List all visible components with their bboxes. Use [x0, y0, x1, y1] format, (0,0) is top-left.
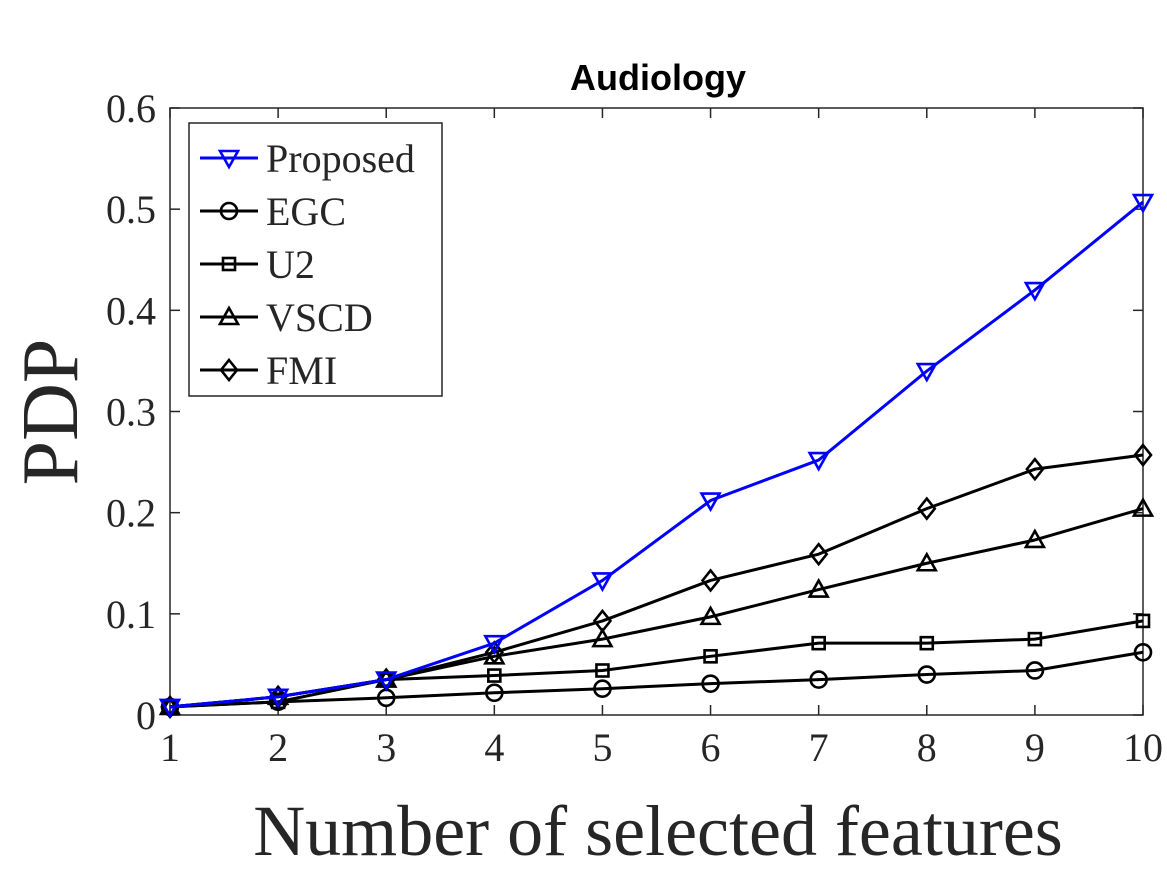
x-tick-label: 7	[809, 725, 829, 770]
x-axis: 1 2 3 4 5 6 7 8 9 10	[160, 108, 1163, 770]
data-point-fmi	[917, 496, 937, 521]
series-line-proposed	[169, 200, 1144, 709]
data-point-proposed	[591, 572, 614, 593]
data-point-egc	[593, 679, 612, 698]
legend-entry-egc: EGC	[200, 189, 346, 234]
data-point-proposed	[1023, 281, 1047, 302]
legend-marker	[221, 256, 237, 272]
data-point-egc	[485, 683, 504, 703]
legend-entry-vscd: VSCD	[200, 295, 373, 340]
legend-entry-fmi: FMI	[200, 348, 337, 393]
data-point-egc	[1133, 642, 1153, 662]
y-tick-label: 0.2	[106, 491, 156, 536]
y-tick-label: 0	[136, 693, 156, 738]
data-point-proposed	[374, 671, 398, 692]
x-tick-label: 3	[376, 725, 396, 770]
x-tick-label: 9	[1025, 725, 1045, 770]
data-point-proposed	[158, 698, 182, 719]
data-point-u2	[811, 635, 826, 651]
series-line-egc	[169, 650, 1144, 709]
data-point-egc	[268, 692, 288, 712]
data-point-u2	[1135, 613, 1151, 629]
y-axis: 0 0.1 0.2 0.3 0.4 0.5 0.6	[106, 86, 1143, 738]
y-axis-label: PDP	[7, 339, 95, 486]
data-point-egc	[1025, 661, 1045, 680]
data-point-u2	[919, 635, 935, 651]
data-point-vscd	[915, 551, 939, 572]
x-tick-label: 6	[701, 725, 721, 770]
legend-marker	[217, 149, 241, 170]
legend-marker	[217, 305, 241, 326]
legend-label: Proposed	[266, 136, 415, 181]
x-tick-label: 1	[160, 725, 180, 770]
data-point-u2	[1027, 631, 1043, 647]
data-point-vscd	[699, 605, 722, 626]
legend-marker	[219, 357, 239, 383]
x-tick-label: 2	[268, 725, 288, 770]
legend-label: EGC	[266, 189, 346, 234]
data-point-u2	[595, 663, 610, 678]
legend: Proposed EGC U2 VSCD FMI	[188, 122, 443, 397]
legend-entry-u2: U2	[200, 242, 315, 287]
series-proposed	[158, 193, 1155, 719]
x-tick-label: 4	[484, 725, 504, 770]
data-point-vscd	[591, 627, 614, 648]
x-axis-label: Number of selected features	[253, 791, 1063, 871]
data-point-proposed	[483, 634, 506, 655]
data-point-proposed	[699, 492, 722, 513]
y-tick-label: 0.3	[106, 390, 156, 435]
data-point-vscd	[1131, 496, 1155, 517]
legend-label: U2	[266, 242, 315, 287]
data-point-proposed	[807, 451, 830, 472]
data-point-fmi	[1133, 442, 1153, 468]
series-egc	[160, 642, 1153, 717]
legend-label: VSCD	[266, 295, 373, 340]
data-point-u2	[487, 668, 502, 683]
x-tick-label: 5	[592, 725, 612, 770]
series-layer	[158, 193, 1155, 719]
chart-title: Audiology	[570, 57, 746, 98]
data-point-proposed	[1131, 193, 1155, 214]
data-point-fmi	[809, 542, 829, 567]
y-tick-label: 0.4	[106, 288, 156, 333]
series-line-u2	[169, 619, 1144, 709]
data-point-vscd	[483, 644, 506, 665]
legend-marker	[219, 201, 239, 221]
legend-label: FMI	[266, 348, 337, 393]
data-point-proposed	[915, 362, 939, 383]
data-point-vscd	[807, 577, 830, 598]
y-tick-label: 0.5	[106, 187, 156, 232]
data-point-u2	[703, 649, 718, 664]
x-tick-label: 8	[917, 725, 937, 770]
legend-box	[188, 122, 443, 397]
data-point-proposed	[266, 688, 290, 709]
data-point-egc	[809, 670, 828, 689]
data-point-vscd	[1023, 528, 1047, 549]
y-tick-label: 0.6	[106, 86, 156, 131]
data-point-fmi	[700, 568, 721, 593]
legend-entry-proposed: Proposed	[200, 136, 415, 181]
data-point-egc	[917, 665, 937, 684]
data-point-egc	[701, 674, 720, 693]
x-tick-label: 10	[1123, 725, 1163, 770]
y-tick-label: 0.1	[106, 592, 156, 637]
data-point-fmi	[1025, 457, 1045, 482]
